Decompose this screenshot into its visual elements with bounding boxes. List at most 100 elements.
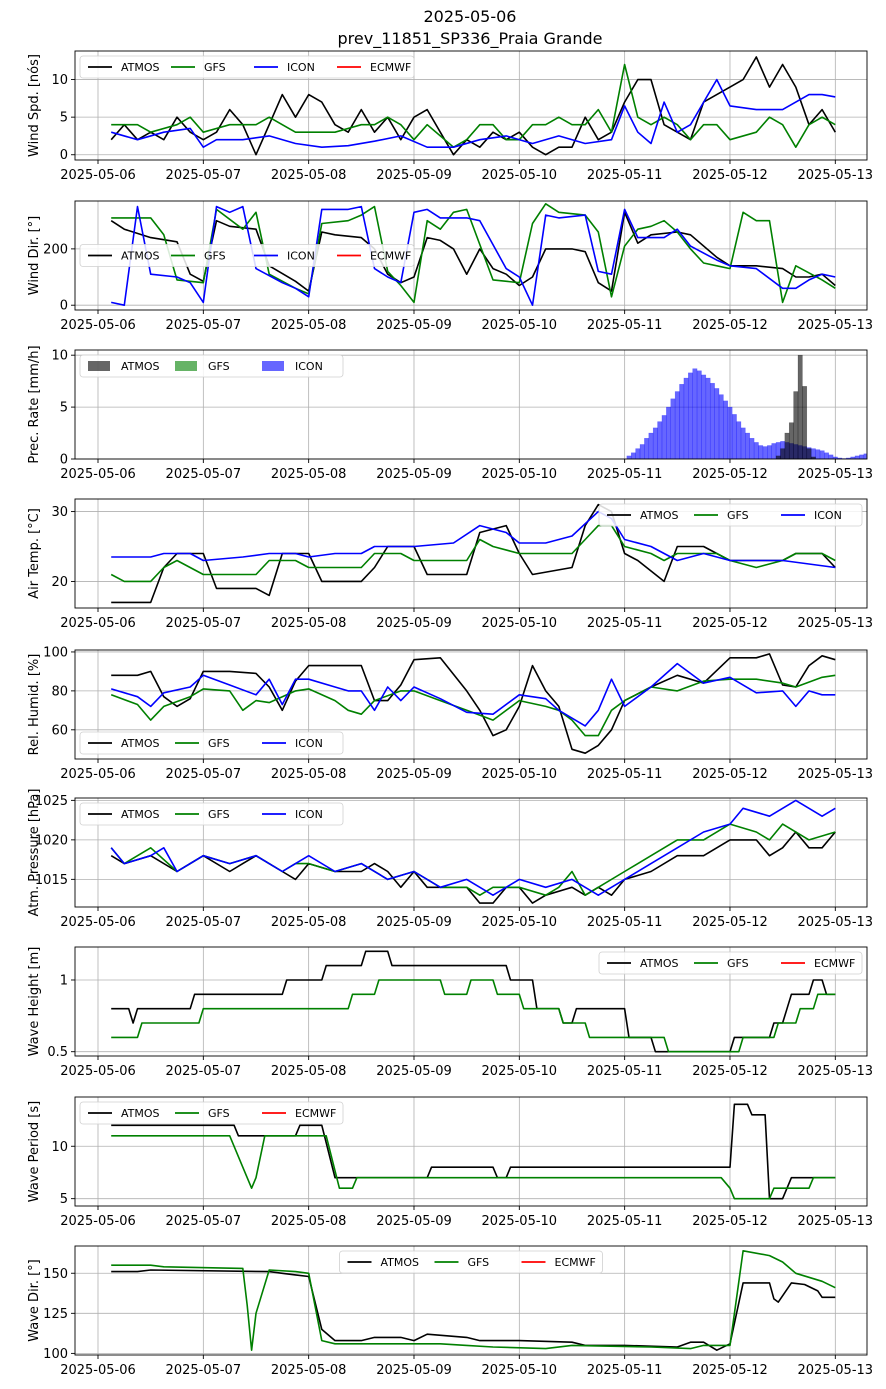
bar-icon — [657, 421, 663, 459]
bar-icon — [692, 368, 698, 459]
y-tick-label: 10 — [51, 349, 68, 364]
legend-label-gfs: GFS — [468, 1256, 490, 1269]
bar-icon — [758, 445, 764, 459]
x-tick-label: 2025-05-06 — [60, 168, 136, 183]
legend-label-icon: ICON — [295, 360, 323, 373]
bar-icon — [868, 453, 872, 459]
bar-icon — [674, 391, 680, 459]
bar-icon — [714, 388, 720, 459]
series-line-gfs — [111, 979, 836, 1053]
legend-label-atmos: ATMOS — [121, 1107, 160, 1120]
y-axis-label: Wave Dir. [°] — [27, 1259, 42, 1342]
legend-label-ecmwf: ECMWF — [370, 250, 411, 263]
bar-icon — [771, 443, 777, 459]
x-tick-label: 2025-05-06 — [60, 915, 136, 930]
x-tick-label: 2025-05-07 — [166, 318, 242, 333]
x-tick-label: 2025-05-10 — [482, 1363, 558, 1378]
legend-label-ecmwf: ECMWF — [814, 957, 855, 970]
x-tick-label: 2025-05-07 — [166, 168, 242, 183]
legend-box — [79, 55, 415, 79]
x-tick-label: 2025-05-11 — [587, 915, 663, 930]
bar-icon — [815, 449, 821, 459]
y-tick-label: 20 — [51, 575, 68, 590]
bar-atmos — [780, 448, 786, 459]
x-tick-label: 2025-05-08 — [271, 767, 347, 782]
x-tick-label: 2025-05-06 — [60, 1064, 136, 1079]
legend-box — [79, 1101, 344, 1125]
bar-icon — [731, 414, 737, 459]
x-tick-label: 2025-05-11 — [587, 467, 663, 482]
bar-icon — [863, 453, 867, 459]
x-tick-label: 2025-05-13 — [798, 767, 874, 782]
series-line-icon — [111, 510, 836, 569]
legend-label-atmos: ATMOS — [640, 957, 679, 970]
bar-icon — [828, 454, 834, 459]
y-tick-label: 10 — [51, 1140, 68, 1155]
x-tick-label: 2025-05-09 — [376, 1214, 452, 1229]
y-tick-label: 1 — [60, 973, 68, 988]
plot-area — [110, 799, 836, 904]
y-tick-label: 80 — [51, 684, 68, 699]
figure-title-date: 2025-05-06 — [424, 7, 517, 26]
bar-icon — [727, 406, 733, 459]
legend-label-gfs: GFS — [208, 360, 230, 373]
legend: ATMOS GFS ECMWF — [79, 1101, 344, 1125]
x-tick-label: 2025-05-07 — [166, 1064, 242, 1079]
legend-box — [79, 731, 344, 755]
series-line-gfs — [110, 674, 836, 737]
bar-icon — [873, 452, 877, 459]
plot-area — [110, 503, 836, 604]
bar-icon — [705, 377, 711, 459]
bar-icon — [648, 432, 654, 459]
x-tick-label: 2025-05-09 — [376, 467, 452, 482]
bar-icon — [723, 400, 729, 459]
x-tick-label: 2025-05-13 — [798, 915, 874, 930]
legend-label-ecmwf: ECMWF — [295, 1107, 336, 1120]
x-tick-label: 2025-05-08 — [271, 1064, 347, 1079]
bar-icon — [701, 374, 707, 459]
legend-label-gfs: GFS — [208, 1107, 230, 1120]
x-tick-label: 2025-05-12 — [692, 767, 768, 782]
x-tick-label: 2025-05-10 — [482, 915, 558, 930]
panel-wave_period: 5 10 2025-05-06 2025-05-07 2025-05-08 2025-05… — [27, 1096, 873, 1229]
series-line-icon — [111, 205, 836, 307]
y-tick-label: 1020 — [35, 833, 68, 848]
bar-atmos — [775, 455, 781, 459]
figure-title-station: prev_11851_SP336_Praia Grande — [338, 29, 603, 49]
x-tick-label: 2025-05-06 — [60, 467, 136, 482]
x-tick-label: 2025-05-08 — [271, 318, 347, 333]
bar-atmos — [802, 386, 808, 459]
x-tick-label: 2025-05-13 — [798, 616, 874, 631]
plot-area — [111, 1103, 836, 1200]
plot-area — [110, 203, 836, 307]
legend: ATMOS GFS ICON — [598, 503, 863, 527]
bar-icon — [670, 398, 676, 459]
x-tick-label: 2025-05-12 — [692, 1363, 768, 1378]
bar-icon — [881, 451, 885, 459]
x-tick-label: 2025-05-08 — [271, 467, 347, 482]
axes-frame — [74, 498, 868, 609]
x-tick-label: 2025-05-09 — [376, 767, 452, 782]
y-axis-label: Wave Period [s] — [27, 1101, 42, 1202]
panel-rel_humid: 60 80 100 2025-05-06 2025-05-07 2025-05-08 202… — [27, 645, 873, 782]
x-tick-label: 2025-05-09 — [376, 318, 452, 333]
bar-icon — [718, 394, 724, 459]
y-axis-label: Wave Height [m] — [27, 947, 42, 1057]
series-line-gfs — [111, 1135, 836, 1200]
bar-icon — [652, 427, 658, 459]
x-tick-label: 2025-05-07 — [166, 616, 242, 631]
x-tick-label: 2025-05-12 — [692, 1064, 768, 1079]
y-tick-label: 60 — [51, 723, 68, 738]
legend-box — [79, 354, 344, 378]
x-tick-label: 2025-05-08 — [271, 1363, 347, 1378]
legend: ATMOS GFS ECMWF — [598, 951, 863, 975]
bar-icon — [666, 406, 671, 459]
y-tick-label: 125 — [43, 1307, 68, 1322]
legend-label-ecmwf: ECMWF — [555, 1256, 596, 1269]
x-tick-label: 2025-05-06 — [60, 318, 136, 333]
bar-icon — [661, 415, 667, 459]
bar-icon — [688, 372, 693, 459]
bar-icon — [626, 455, 632, 459]
x-tick-label: 2025-05-11 — [587, 1363, 663, 1378]
